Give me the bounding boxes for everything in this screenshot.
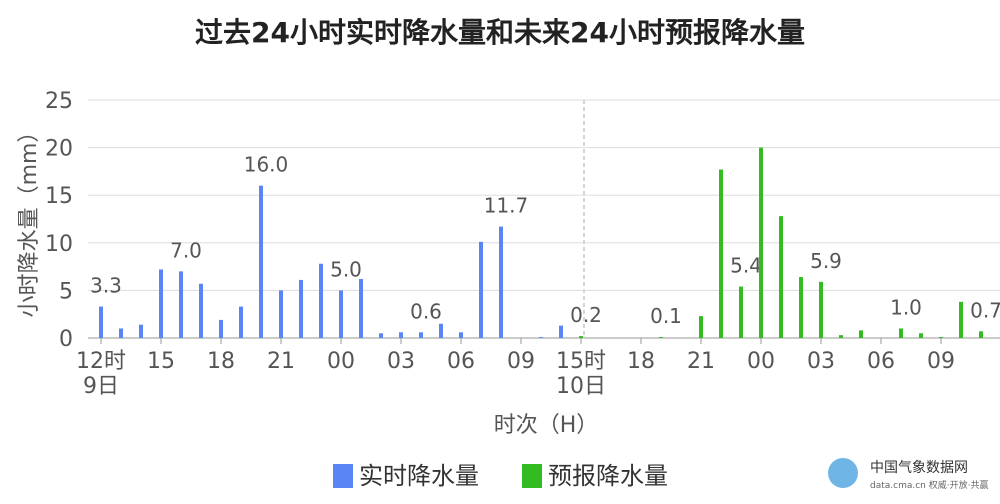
y-tick-label: 15 [45, 184, 73, 209]
bar [99, 306, 103, 338]
bar [179, 271, 183, 338]
bar [559, 325, 563, 338]
legend-label: 实时降水量 [359, 462, 479, 490]
x-tick-label: 06 [867, 349, 895, 374]
bar [699, 316, 703, 338]
bar [439, 323, 443, 338]
bar [839, 335, 843, 338]
bar [739, 286, 743, 338]
bar [299, 279, 303, 338]
bar [459, 332, 463, 338]
bar [119, 328, 123, 338]
bar [939, 337, 943, 338]
bar [279, 290, 283, 338]
logo-name: 中国气象数据网 [870, 460, 968, 476]
x-tick-label: 15时 [556, 349, 606, 374]
value-label: 0.2 [570, 303, 602, 327]
x-tick-label: 18 [627, 349, 655, 374]
bar [959, 301, 963, 338]
bar [819, 281, 823, 338]
x-tick-label: 21 [267, 349, 295, 374]
bar [859, 330, 863, 338]
bar [799, 277, 803, 338]
value-label: 1.0 [890, 295, 922, 319]
bar [159, 269, 163, 338]
bar [479, 241, 483, 338]
y-tick-label: 0 [59, 327, 73, 352]
bar [339, 290, 343, 338]
value-label: 16.0 [244, 153, 289, 177]
bar [239, 306, 243, 338]
bar [379, 333, 383, 338]
bar [499, 226, 503, 338]
bar [659, 337, 663, 338]
value-label: 0.7 [970, 298, 1000, 322]
x-tick-label: 03 [387, 349, 415, 374]
bar [979, 331, 983, 338]
value-label: 11.7 [484, 194, 529, 218]
chart-title: 过去24小时实时降水量和未来24小时预报降水量 [195, 16, 805, 49]
x-axis-label: 时次（H） [494, 413, 599, 438]
bar [199, 283, 203, 338]
value-label: 3.3 [90, 274, 122, 298]
bar [259, 185, 263, 338]
value-label: 5.0 [330, 257, 362, 281]
bar [779, 216, 783, 338]
bar [539, 337, 543, 338]
bar [759, 147, 763, 338]
y-tick-label: 20 [45, 137, 73, 162]
x-tick-label: 18 [207, 349, 235, 374]
value-label: 5.9 [810, 249, 842, 273]
y-tick-label: 10 [45, 232, 73, 257]
x-tick-label: 12时 [76, 349, 126, 374]
legend-swatch [333, 464, 353, 488]
value-label: 7.0 [170, 238, 202, 262]
bar [399, 332, 403, 338]
bar [919, 333, 923, 338]
bar [219, 319, 223, 338]
x-tick-label: 03 [807, 349, 835, 374]
logo-icon [828, 458, 858, 488]
bar [359, 278, 363, 338]
y-tick-label: 5 [59, 279, 73, 304]
x-tick-label: 09 [507, 349, 535, 374]
bar [319, 263, 323, 338]
bar [899, 328, 903, 338]
x-tick-label: 09 [927, 349, 955, 374]
x-tick-label: 06 [447, 349, 475, 374]
x-tick-date: 10日 [556, 374, 606, 399]
legend-label: 预报降水量 [548, 462, 668, 490]
bar [579, 336, 583, 338]
x-tick-label: 00 [327, 349, 355, 374]
bar [139, 324, 143, 338]
bar [419, 332, 423, 338]
y-axis-label: 小时降水量（mm） [17, 121, 42, 318]
value-label: 0.1 [650, 304, 682, 328]
value-label: 0.6 [410, 299, 442, 323]
logo-slogan: data.cma.cn 权威·开放·共赢 [870, 479, 988, 491]
x-tick-label: 21 [687, 349, 715, 374]
x-tick-label: 15 [147, 349, 175, 374]
x-tick-date: 9日 [83, 374, 119, 399]
value-label: 5.4 [730, 254, 762, 278]
x-tick-label: 00 [747, 349, 775, 374]
bar [719, 169, 723, 338]
legend-swatch [522, 464, 542, 488]
y-tick-label: 25 [45, 89, 73, 114]
